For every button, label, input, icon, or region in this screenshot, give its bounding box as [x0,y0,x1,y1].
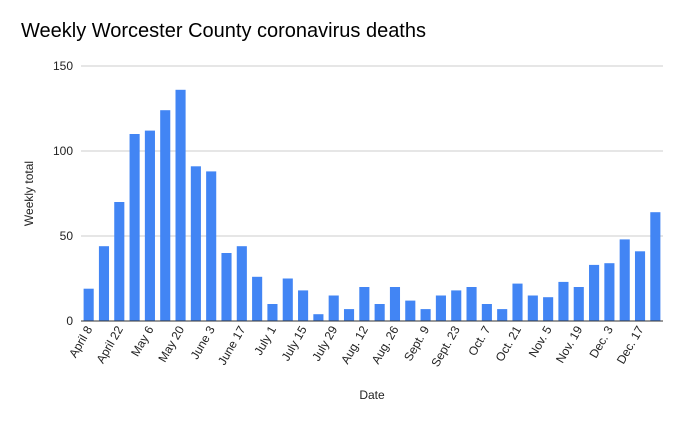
x-tick-label: Dec. 17 [614,323,647,366]
bar [619,239,630,321]
bar [114,202,125,321]
x-tick-label: Nov. 5 [526,323,555,360]
y-tick-label: 0 [66,314,73,328]
bar [497,309,508,321]
bar [481,304,492,321]
bar [650,212,661,321]
bar [451,290,462,321]
bar [420,309,431,321]
x-tick-label: Oct. 7 [465,323,493,358]
x-tick-label: Sept. 23 [428,323,463,369]
y-tick-labels: 0 50 100 150 [53,59,73,328]
x-tick-label: May 20 [155,323,187,364]
x-tick-label: June 17 [215,323,249,367]
bar [175,89,186,321]
x-tick-label: July 15 [279,323,310,363]
y-axis-label: Weekly total [22,161,36,226]
x-tick-label: May 6 [128,323,157,359]
bar [435,295,446,321]
bar [252,276,263,321]
bar [190,166,201,321]
bar [267,304,278,321]
bar [98,246,110,321]
bar [144,130,155,321]
bar [313,314,324,321]
bar [558,281,569,321]
bar [374,304,385,321]
bar [206,171,217,321]
bar [527,295,538,321]
bar [83,288,94,321]
x-tick-label: July 29 [309,323,340,363]
bar [282,278,293,321]
y-tick-label: 150 [53,59,73,73]
x-tick-label: Dec. 3 [587,323,617,360]
bar [543,297,554,321]
x-axis-label: Date [359,388,385,402]
y-tick-label: 100 [53,144,73,158]
bar [359,287,370,321]
bar [634,251,646,321]
x-tick-label: June 3 [188,323,218,361]
bar [604,263,615,321]
bar [389,287,401,321]
bars [83,89,661,321]
bar [573,287,584,321]
bar [236,246,247,321]
bar [328,295,339,321]
x-tick-label: Nov. 19 [553,323,586,365]
bar [589,264,600,321]
chart-title: Weekly Worcester County coronavirus deat… [21,20,426,42]
x-tick-label: Oct. 21 [493,323,525,364]
bar [221,253,232,321]
x-tick-label: July 1 [251,323,279,357]
x-tick-label: April 22 [93,323,126,366]
x-tick-label: April 8 [66,323,95,360]
bar [129,134,140,321]
bar [298,290,309,321]
x-tick-label: Sept. 9 [401,323,432,363]
y-tick-label: 50 [60,229,74,243]
bar [343,309,355,321]
x-tick-label: Aug. 12 [338,323,371,366]
bar [405,300,416,321]
bar [466,287,477,321]
bar [512,283,523,321]
x-tick-label: Aug. 26 [369,323,402,366]
bar [160,110,171,321]
